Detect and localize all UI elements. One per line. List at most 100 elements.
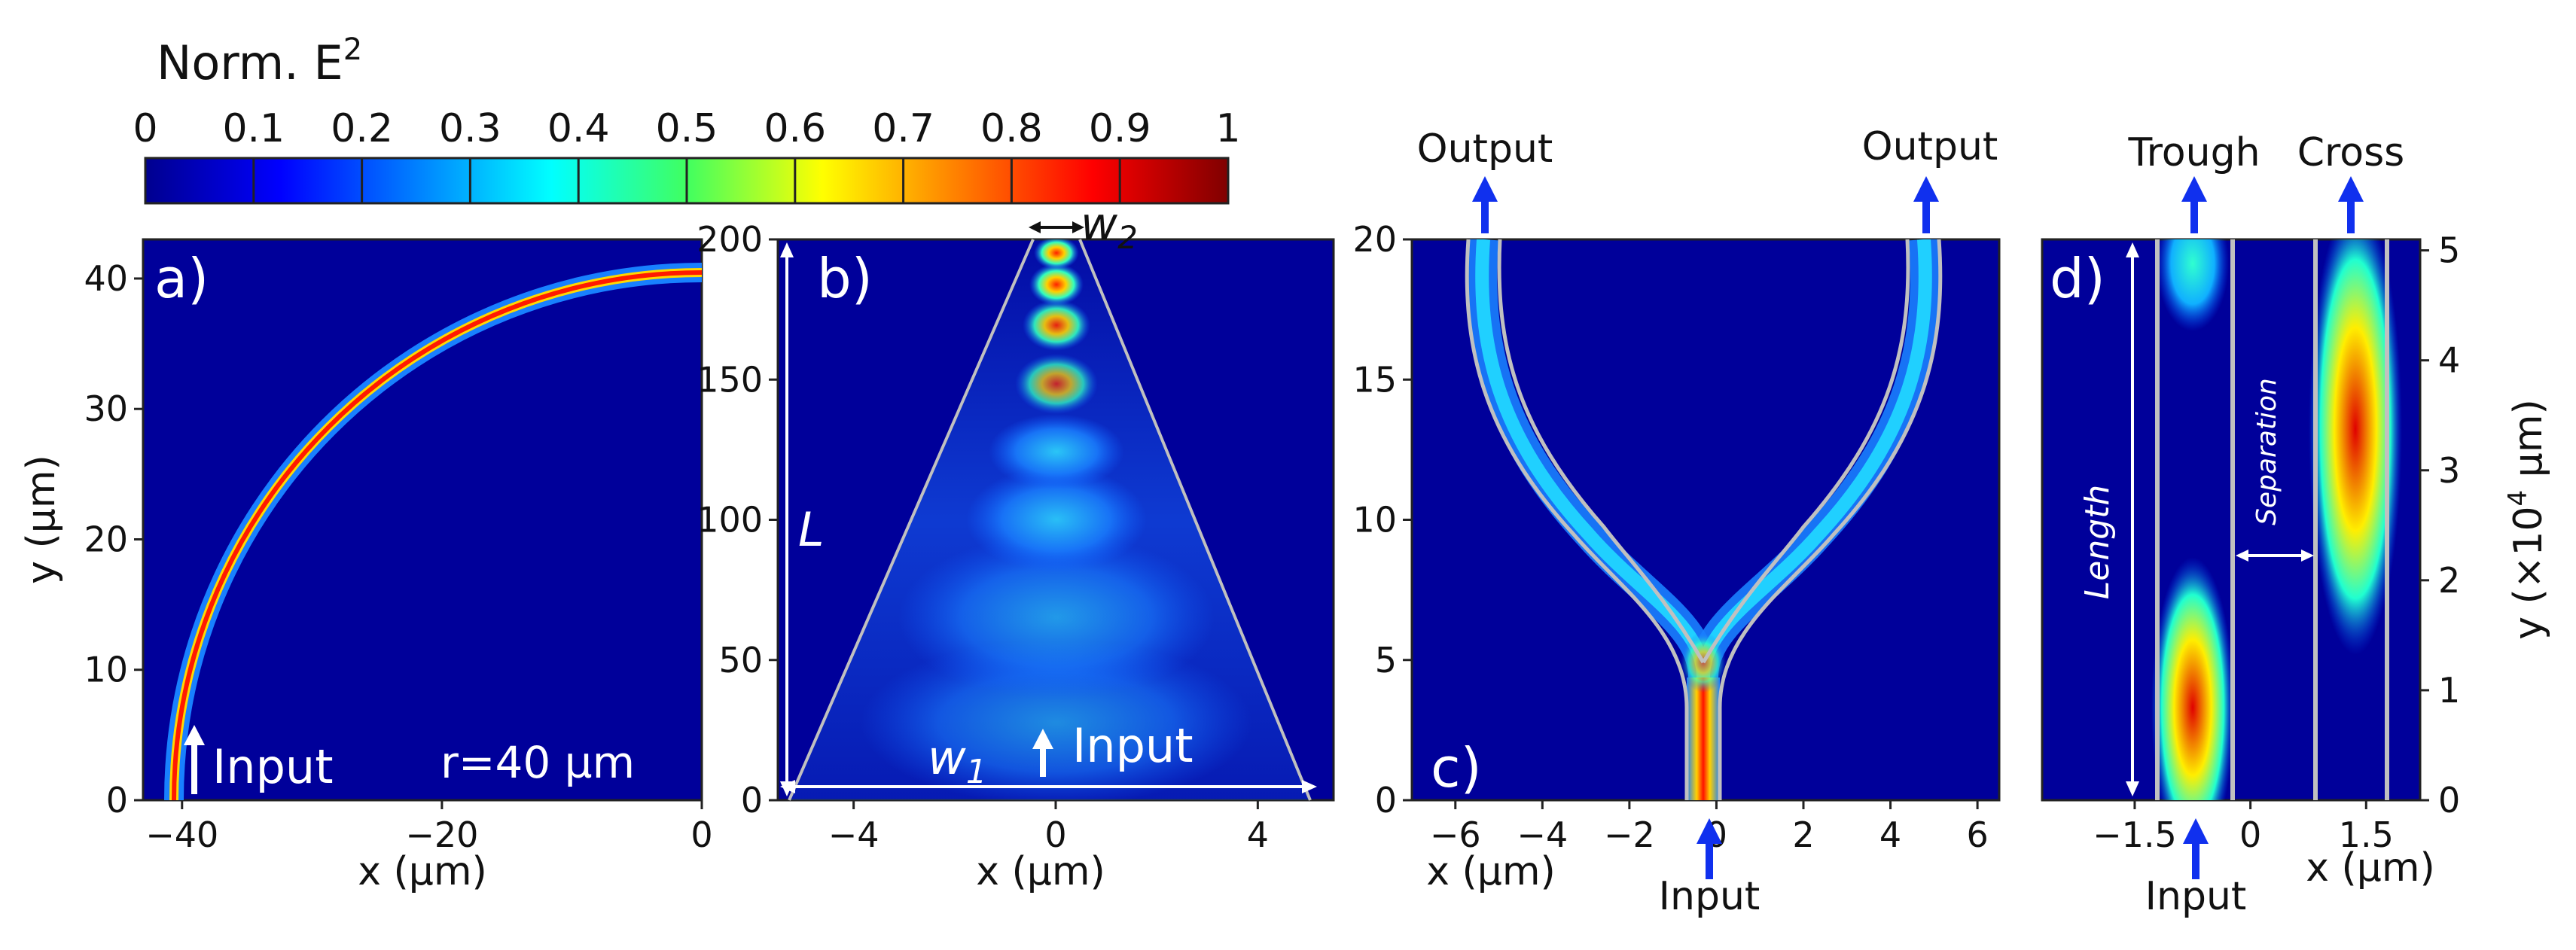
y-tick-label: 15 xyxy=(1352,359,1397,400)
y-tick-label: 40 xyxy=(84,258,128,299)
y-tick-label: 0 xyxy=(106,780,128,821)
colorbar-tick-label: 0.2 xyxy=(331,106,393,151)
x-tick-label: 0 xyxy=(2239,815,2261,855)
y-tick-label: 100 xyxy=(697,500,763,540)
y-tick-label: 20 xyxy=(84,519,128,559)
colorbar-tick-label: 1 xyxy=(1215,106,1240,151)
x-tick-label: −4 xyxy=(1517,815,1568,855)
colorbar-tick-label: 0.9 xyxy=(1089,106,1151,151)
x-tick-label: 4 xyxy=(1247,815,1269,855)
panel-b-taper-outline xyxy=(788,239,1312,801)
panel-a-input-label: Input xyxy=(212,739,334,794)
x-tick-label: 6 xyxy=(1966,815,1988,855)
panel-c-output-left-label: Output xyxy=(1417,126,1553,172)
colorbar-tick-label: 0 xyxy=(133,106,157,151)
panel-d-waveguide-outline xyxy=(2155,239,2389,800)
colorbar-tick-label: 0.4 xyxy=(547,106,610,151)
panel-d-through-label: Trough xyxy=(2127,130,2260,175)
y-tick-label: 30 xyxy=(84,388,128,429)
x-tick-label: −2 xyxy=(1604,815,1655,855)
y-tick-label: 3 xyxy=(2438,450,2460,491)
panel-d-ylabel: y (×104 µm) xyxy=(2503,399,2551,640)
panel-c-xlabel: x (µm) xyxy=(1426,849,1556,894)
y-tick-label: 0 xyxy=(1375,780,1397,821)
panel-b-w2-arrow xyxy=(1029,221,1084,233)
y-tick-label: 150 xyxy=(697,359,763,400)
panel-c: −6−4−2024605101520 c) Output Output Inpu… xyxy=(1352,124,2001,919)
y-tick-label: 1 xyxy=(2438,670,2460,711)
x-tick-label: −20 xyxy=(405,815,478,855)
panel-d-label: d) xyxy=(2050,247,2105,310)
y-tick-label: 4 xyxy=(2438,340,2460,381)
panel-b-w2-label: w2 xyxy=(1081,198,1138,256)
panel-d: −1.5 0 1.5 0 1 2 3 4 5 d) Length Separation Trou… xyxy=(2041,130,2551,919)
y-tick-label: 2 xyxy=(2438,560,2460,601)
colorbar-tick-label: 0.5 xyxy=(656,106,718,151)
panel-b-length-label: L xyxy=(798,502,825,557)
panel-c-input-arrow xyxy=(1697,818,1722,879)
panel-a-mode xyxy=(164,263,702,800)
colorbar-tick-label: 0.7 xyxy=(872,106,934,151)
panel-c-output-right-label: Output xyxy=(1862,124,1998,169)
panel-b-xlabel: x (µm) xyxy=(976,849,1105,894)
panel-a-input-arrow xyxy=(184,725,205,794)
y-tick-label: 5 xyxy=(1375,640,1397,681)
x-tick-label: 4 xyxy=(1879,815,1901,855)
panel-d-input-arrow xyxy=(2183,818,2209,879)
panel-a-label: a) xyxy=(154,247,209,310)
panel-d-cross-label: Cross xyxy=(2297,130,2405,175)
colorbar-title: Norm. E2 xyxy=(157,32,362,90)
panel-d-mode xyxy=(2151,239,2402,800)
y-tick-label: 10 xyxy=(1352,500,1397,540)
colorbar-ticks: 0 0.1 0.2 0.3 0.4 0.5 0.6 0.7 0.8 0.9 1 xyxy=(133,106,1241,203)
panel-a-radius-label: r=40 µm xyxy=(441,737,635,788)
x-tick-label: 1.5 xyxy=(2339,815,2394,855)
panel-d-separation-arrow xyxy=(2236,550,2314,562)
panel-d-separation-label: Separation xyxy=(2251,378,2282,525)
panel-b-axes: −4 0 4 0 50 100 150 200 xyxy=(697,219,1269,855)
y-tick-label: 50 xyxy=(718,640,763,681)
panel-a-xlabel: x (µm) xyxy=(358,849,487,894)
x-tick-label: −1.5 xyxy=(2093,815,2177,855)
y-tick-label: 5 xyxy=(2438,230,2460,271)
panel-d-through-arrow xyxy=(2181,176,2207,233)
panel-b-w1-label: w1 xyxy=(928,730,987,791)
colorbar-tick-label: 0.6 xyxy=(764,106,826,151)
x-tick-label: −6 xyxy=(1430,815,1481,855)
colorbar-tick-label: 0.3 xyxy=(439,106,501,151)
x-tick-label: 2 xyxy=(1792,815,1814,855)
panel-b-label: b) xyxy=(817,247,873,310)
colorbar-tick-label: 0.8 xyxy=(980,106,1043,151)
y-tick-label: 0 xyxy=(2438,780,2460,821)
y-tick-label: 10 xyxy=(84,650,128,690)
panel-a-ylabel: y (µm) xyxy=(19,455,64,584)
panel-d-xlabel: x (µm) xyxy=(2306,845,2435,891)
x-tick-label: −4 xyxy=(828,815,879,855)
panel-b-w1-arrow xyxy=(780,780,1317,793)
panel-b-input-label: Input xyxy=(1072,718,1193,773)
x-tick-label: −40 xyxy=(145,815,218,855)
x-tick-label: 0 xyxy=(690,815,712,855)
colorbar: Norm. E2 0 0.1 0.2 0.3 0.4 0.5 0.6 0.7 0.8 0.9 1 xyxy=(133,32,1241,205)
panel-c-input-label: Input xyxy=(1659,874,1761,919)
panel-d-axes: −1.5 0 1.5 0 1 2 3 4 5 xyxy=(2093,230,2460,855)
panel-d-cross-arrow xyxy=(2338,176,2364,233)
y-tick-label: 20 xyxy=(1352,219,1397,260)
panel-b: −4 0 4 0 50 100 150 200 b) L w1 Input w2 x (µm) xyxy=(697,198,1335,894)
panel-b-mode xyxy=(789,239,1310,800)
panel-c-output-right-arrow xyxy=(1913,176,1939,233)
panel-c-waveguide-outline xyxy=(1465,239,1943,800)
panel-c-label: c) xyxy=(1431,736,1482,799)
y-tick-label: 0 xyxy=(741,780,763,821)
x-tick-label: 0 xyxy=(1044,815,1066,855)
panel-a-field xyxy=(142,238,703,802)
y-tick-label: 200 xyxy=(697,219,763,260)
panel-c-axes: −6−4−2024605101520 xyxy=(1352,219,1988,855)
panel-c-output-left-arrow xyxy=(1472,176,1498,233)
panel-d-length-arrow xyxy=(2126,242,2139,796)
panel-a: −40 −20 0 0 10 20 30 40 a) Input r=40 µm x (µm)… xyxy=(19,238,713,894)
panel-d-length-label: Length xyxy=(2078,485,2117,600)
panel-a-axes: −40 −20 0 0 10 20 30 40 xyxy=(84,258,712,855)
panel-b-input-arrow xyxy=(1032,729,1053,777)
